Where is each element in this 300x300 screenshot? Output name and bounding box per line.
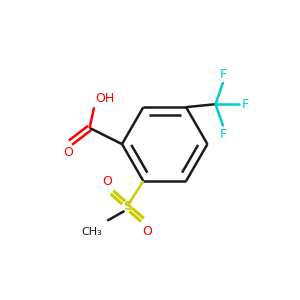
Text: O: O [63, 146, 73, 159]
Text: F: F [242, 98, 249, 111]
Text: S: S [123, 200, 132, 213]
Text: CH₃: CH₃ [81, 227, 102, 237]
Text: F: F [219, 68, 226, 81]
Text: F: F [219, 128, 226, 141]
Text: O: O [142, 225, 152, 238]
Text: OH: OH [95, 92, 115, 105]
Text: O: O [102, 175, 112, 188]
